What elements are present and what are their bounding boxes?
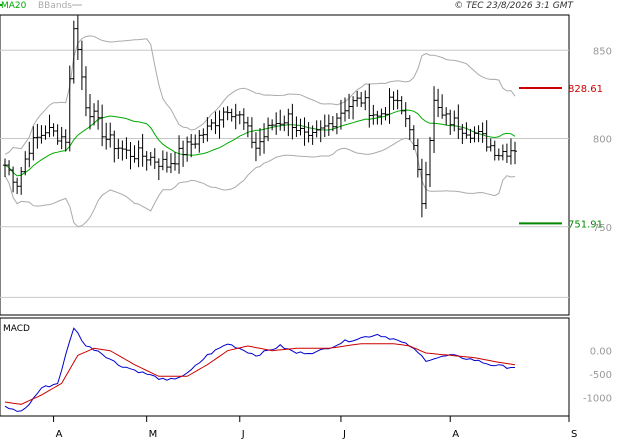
copyright-text: © TEC 23/8/2026 3:1 GMT (454, 1, 574, 11)
price-bars (3, 15, 517, 218)
upper-band (4, 35, 516, 155)
ma-legend-label: MA20 (1, 1, 27, 11)
price-tick-label: 800 (593, 135, 612, 146)
bands-legend-label: BBands (38, 1, 72, 11)
lower-band (4, 137, 516, 228)
macd-tick-label: -500 (589, 370, 612, 381)
signal-line (4, 343, 516, 405)
macd-tick-label: 0.00 (590, 347, 612, 358)
macd-panel (0, 317, 570, 417)
level-label: 828.61 (568, 84, 603, 95)
x-tick-label: J (241, 429, 245, 440)
price-panel (0, 14, 570, 316)
price-tick-label: 750 (593, 223, 612, 234)
level-lines: 828.61 751.91 (519, 84, 603, 230)
price-tick-label: 850 (593, 46, 612, 57)
x-tick-label: J (342, 429, 346, 440)
x-tick-label: S (571, 429, 577, 440)
x-tick-label: M (149, 429, 158, 440)
macd-lines (4, 327, 516, 412)
x-tick-label: A (452, 429, 459, 440)
level-label: 751.91 (568, 219, 603, 230)
y-axis: 850 800 750 0.00 -500 -1000 (583, 46, 612, 404)
macd-label: MACD (3, 324, 30, 334)
macd-tick-label: -1000 (583, 393, 612, 404)
x-tick-label: A (56, 429, 63, 440)
bollinger-bands (4, 35, 516, 228)
macd-line (4, 327, 515, 412)
